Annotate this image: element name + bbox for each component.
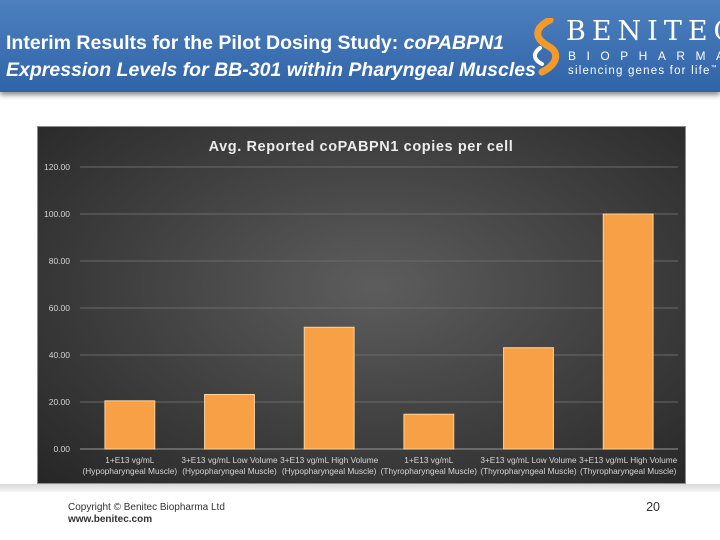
- bar: [104, 400, 156, 450]
- benitec-logo: BENITEC BIOPHARMA silencing genes for li…: [528, 14, 720, 88]
- y-tick-label: 80.00: [49, 256, 71, 266]
- x-tick-label: (Hypopharyngeal Muscle): [282, 466, 377, 476]
- x-tick-label: (Thyropharyngeal Muscle): [580, 466, 677, 476]
- y-tick-label: 0.00: [53, 444, 70, 454]
- x-tick-label: 1+E13 vg/mL: [404, 455, 454, 465]
- gridlines: [80, 166, 678, 450]
- x-tick-label: 3+E13 vg/mL High Volume: [579, 455, 678, 465]
- slide-title-main: Interim Results for the Pilot Dosing Stu…: [6, 32, 404, 54]
- x-tick-label: 3+E13 vg/mL Low Volume: [480, 455, 577, 465]
- slide-title-line2: Expression Levels for BB-301 within Phar…: [6, 59, 536, 81]
- bars: [104, 213, 654, 450]
- x-tick-label: (Hypopharyngeal Muscle): [83, 466, 178, 476]
- x-tick-label: (Hypopharyngeal Muscle): [182, 466, 277, 476]
- chart-title: Avg. Reported coPABPN1 copies per cell: [209, 139, 514, 155]
- x-tick-label: (Thyropharyngeal Muscle): [381, 466, 478, 476]
- x-tick-label: 1+E13 vg/mL: [105, 455, 155, 465]
- bar: [403, 413, 455, 450]
- y-tick-label: 60.00: [49, 303, 71, 313]
- chart-canvas: Avg. Reported coPABPN1 copies per cell 0…: [44, 139, 678, 476]
- website-link[interactable]: www.benitec.com: [68, 514, 153, 525]
- trademark-mark: ™: [710, 65, 718, 72]
- page-number: 20: [646, 500, 660, 514]
- logo-tagline: silencing genes for life™: [568, 65, 718, 77]
- footer-divider: [0, 484, 720, 492]
- bar: [204, 393, 255, 450]
- logo-subtitle: BIOPHARMA: [568, 49, 720, 63]
- slide-header: Interim Results for the Pilot Dosing Stu…: [0, 0, 720, 92]
- y-tick-label: 100.00: [44, 209, 70, 219]
- y-tick-label: 120.00: [44, 162, 70, 172]
- helix-logo-icon: [533, 18, 560, 76]
- bar-chart: Avg. Reported coPABPN1 copies per cell 0…: [37, 126, 686, 484]
- logo-tagline-text: silencing genes for life: [568, 65, 711, 77]
- axis-labels: 0.00 20.00 40.00 60.00 80.00 100.00 120.00 1+E1…: [44, 162, 678, 476]
- x-tick-label: (Thyropharyngeal Muscle): [480, 466, 577, 476]
- bar: [303, 326, 355, 450]
- bar: [503, 347, 554, 450]
- y-tick-label: 20.00: [49, 397, 71, 407]
- x-tick-label: 3+E13 vg/mL Low Volume: [181, 455, 278, 465]
- slide-title: Interim Results for the Pilot Dosing Stu…: [6, 30, 546, 84]
- x-tick-label: 3+E13 vg/mL High Volume: [280, 455, 379, 465]
- bar: [602, 213, 654, 450]
- slide-title-gene: coPABPN1: [403, 32, 505, 54]
- copyright-text: Copyright © Benitec Biopharma Ltd: [68, 502, 225, 513]
- logo-name: BENITEC: [566, 16, 720, 47]
- y-tick-label: 40.00: [49, 350, 71, 360]
